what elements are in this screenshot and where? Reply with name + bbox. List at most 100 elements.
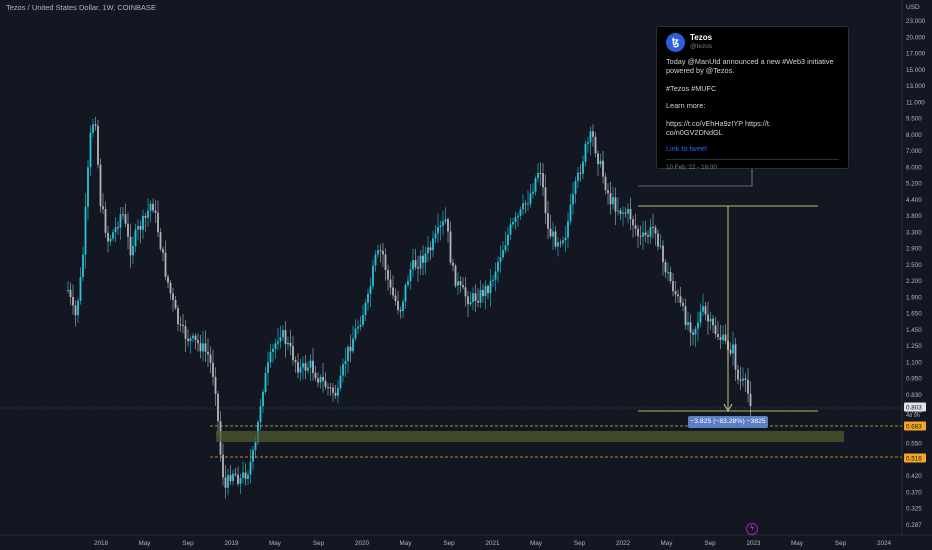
candle-body: [279, 337, 282, 342]
candle-body: [434, 233, 437, 239]
candle-body: [404, 284, 407, 302]
candle-body: [184, 326, 187, 339]
candle-body: [119, 214, 122, 228]
candle-body: [107, 232, 109, 242]
candle-body: [124, 214, 127, 224]
candle-body: [577, 172, 579, 182]
candle-body: [274, 343, 277, 349]
tweet-card[interactable]: ꜩ Tezos @tezos Today @ManUtd announced a…: [656, 26, 849, 171]
candle-body: [192, 335, 194, 339]
candle-body: [287, 342, 289, 345]
candle-body: [672, 281, 674, 292]
time-tick-label: May: [400, 540, 413, 547]
candle-body: [417, 267, 419, 269]
candle-body: [239, 477, 242, 484]
candle-body: [354, 328, 357, 339]
candle-body: [742, 378, 744, 381]
candle-body: [294, 360, 297, 363]
candle-body: [292, 346, 294, 361]
candle-body: [222, 454, 224, 478]
candle-body: [709, 318, 712, 322]
candle-body: [187, 338, 189, 342]
candle-body: [564, 237, 567, 241]
price-tick-label: 3.300: [906, 229, 922, 236]
candle-body: [464, 287, 467, 297]
support-zone[interactable]: [216, 431, 844, 442]
candle-body: [339, 375, 342, 389]
time-tick-label: Sep: [313, 540, 325, 547]
time-tick-label: Sep: [704, 540, 716, 547]
candle-body: [202, 343, 204, 352]
price-axis: USD 23.000 20.000 17.000 15.000 13.000 11.000 9…: [901, 0, 926, 535]
price-tick-label: 5.200: [906, 181, 922, 188]
candle-body: [542, 173, 544, 188]
time-tick-label: Sep: [574, 540, 586, 547]
candle-body: [247, 474, 249, 479]
candle-body: [602, 160, 604, 177]
candle-body: [102, 206, 104, 210]
candle-body: [104, 209, 107, 233]
price-tick-label: 2.900: [906, 246, 922, 253]
candle-body: [429, 247, 432, 251]
current-price-badge: [904, 402, 926, 412]
candle-body: [334, 392, 337, 396]
chart-title: Tezos / United States Dollar, 1W, COINBA…: [6, 3, 157, 12]
candle-body: [422, 255, 424, 263]
candle-body: [714, 325, 717, 335]
time-tick-label: May: [661, 540, 674, 547]
candle-body: [232, 473, 234, 482]
currency-label: USD: [906, 4, 920, 11]
measure-arrowhead: [723, 403, 733, 412]
price-tick-label: 0.287: [906, 522, 922, 529]
level-upper-badge-text: 0.683: [906, 423, 922, 430]
price-tick-label: 0.720: [906, 408, 922, 415]
candle-body: [79, 277, 82, 301]
price-tick-label: 20.000: [906, 34, 926, 41]
candle-body: [472, 293, 474, 303]
candle-body: [269, 351, 272, 363]
candle-body: [72, 297, 74, 306]
candle-body: [197, 340, 199, 344]
candle-body: [719, 337, 722, 340]
price-tick-label: 7.000: [906, 148, 922, 155]
candle-body: [637, 228, 639, 236]
candle-body: [174, 299, 177, 309]
candle-body: [694, 328, 697, 335]
lightning-event-icon[interactable]: ϟ: [746, 523, 758, 535]
candle-body: [612, 197, 614, 205]
candle-body: [732, 344, 734, 354]
candle-body: [574, 181, 577, 194]
candle-body: [502, 250, 504, 258]
candle-body: [439, 225, 442, 228]
candle-body: [449, 231, 452, 263]
candle-body: [259, 406, 262, 422]
candle-body: [609, 193, 612, 205]
candle-body: [707, 314, 709, 322]
price-tick-label: 9.500: [906, 116, 922, 123]
candle-body: [557, 242, 559, 247]
candle-body: [592, 131, 594, 137]
candle-body: [97, 125, 99, 165]
candle-body: [342, 364, 344, 376]
candle-body: [529, 193, 532, 204]
link-to-tweet[interactable]: Link to tweet: [666, 143, 707, 153]
candle-body: [94, 124, 97, 126]
candle-body: [584, 143, 587, 162]
candle-body: [369, 286, 372, 294]
candle-body: [697, 322, 699, 329]
candle-body: [407, 281, 409, 285]
time-tick-label: 2019: [224, 540, 239, 547]
candle-body: [562, 240, 564, 244]
candle-body: [704, 306, 707, 315]
candle-body: [409, 269, 412, 282]
candle-body: [514, 217, 517, 222]
candle-body: [452, 262, 454, 266]
candle-body: [139, 226, 142, 230]
candle-body: [324, 380, 327, 388]
candle-body: [189, 338, 192, 342]
candle-body: [644, 232, 647, 236]
candle-body: [267, 362, 269, 374]
candle-body: [224, 477, 227, 488]
candle-body: [457, 281, 459, 286]
